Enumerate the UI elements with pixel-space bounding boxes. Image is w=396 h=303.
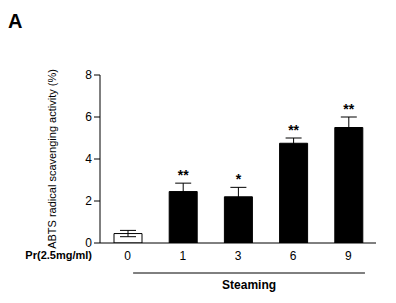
svg-text:2: 2 <box>85 194 92 208</box>
svg-text:*: * <box>236 171 242 187</box>
svg-text:**: ** <box>288 122 299 138</box>
svg-text:4: 4 <box>85 152 92 166</box>
svg-text:6: 6 <box>290 249 297 263</box>
svg-text:0: 0 <box>124 249 131 263</box>
svg-text:**: ** <box>343 101 354 117</box>
svg-text:8: 8 <box>85 68 92 82</box>
svg-text:0: 0 <box>85 236 92 250</box>
svg-text:3: 3 <box>235 249 242 263</box>
svg-text:Steaming: Steaming <box>222 278 276 292</box>
svg-text:A: A <box>8 10 22 32</box>
svg-text:6: 6 <box>85 110 92 124</box>
svg-text:ABTS radical scavenging activi: ABTS radical scavenging activity (%) <box>46 69 58 249</box>
svg-text:9: 9 <box>345 249 352 263</box>
svg-text:Pr(2.5mg/ml): Pr(2.5mg/ml) <box>25 249 92 261</box>
svg-text:**: ** <box>178 167 189 183</box>
svg-text:1: 1 <box>179 249 186 263</box>
